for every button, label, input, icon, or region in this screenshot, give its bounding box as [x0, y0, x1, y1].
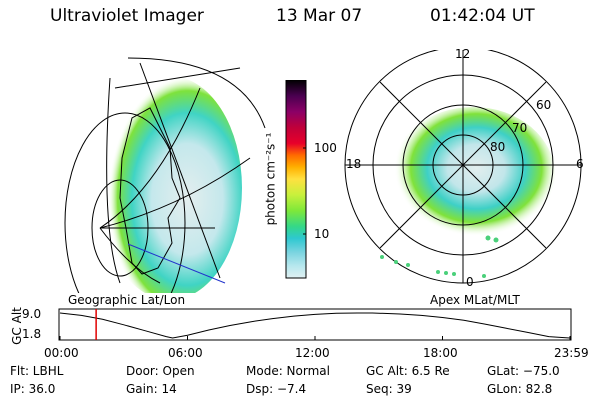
chart-xticks: [59, 336, 571, 340]
chart-ytick-top: 9.0: [22, 307, 42, 321]
ip-info: IP: 36.0: [10, 382, 56, 396]
aurora-glow-region: [98, 76, 242, 293]
lat-label-60: 60: [536, 98, 552, 112]
terminator-line: [127, 243, 226, 284]
chart-xtick-1: 06:00: [168, 346, 203, 360]
time-label: 01:42:04 UT: [430, 6, 535, 26]
chart-ytick-bottom: 1.8: [22, 327, 42, 341]
glat-info: GLat: −75.0: [487, 364, 560, 378]
gain-info: Gain: 14: [126, 382, 177, 396]
chart-xtick-0: 00:00: [44, 346, 79, 360]
chart-frame: [58, 308, 572, 341]
gc-alt-info: GC Alt: 6.5 Re: [366, 364, 450, 378]
instrument-title: Ultraviolet Imager: [50, 6, 204, 26]
mlt-label-0: 0: [466, 275, 474, 289]
polar-grid: [344, 50, 582, 284]
altitude-line: [59, 312, 570, 339]
geographic-aurora-image: [64, 57, 266, 293]
coastline: [119, 107, 181, 275]
chart-xtick-4: 23:59: [554, 346, 589, 360]
colorbar-gradient: [285, 80, 307, 279]
mode-info: Mode: Normal: [246, 364, 330, 378]
door-info: Door: Open: [126, 364, 195, 378]
dsp-info: Dsp: −7.4: [246, 382, 307, 396]
apex-panel-label: Apex MLat/MLT: [430, 293, 520, 307]
glon-info: GLon: 82.8: [487, 382, 553, 396]
filter-info: Flt: LBHL: [10, 364, 64, 378]
colorbar-tick-label-10: 10: [314, 227, 330, 241]
colorbar-unit-label: photon cm⁻²s⁻¹: [263, 132, 278, 226]
lat-label-80: 80: [490, 140, 506, 154]
altitude-timeline-chart: [58, 308, 572, 341]
mlt-label-6: 6: [576, 157, 584, 171]
lat-label-70: 70: [512, 121, 528, 135]
mlt-label-12: 12: [455, 47, 471, 61]
geographic-grid: [64, 57, 266, 293]
colorbar-tick-label-100: 100: [314, 141, 337, 155]
geographic-panel-label: Geographic Lat/Lon: [68, 293, 186, 307]
polar-dots: [380, 235, 499, 278]
chart-xtick-3: 18:00: [423, 346, 458, 360]
apex-polar-plot: [344, 50, 582, 284]
colorbar: [285, 80, 307, 279]
seq-info: Seq: 39: [366, 382, 412, 396]
mlt-label-18: 18: [346, 157, 362, 171]
chart-xtick-2: 12:00: [295, 346, 330, 360]
date-label: 13 Mar 07: [276, 6, 363, 26]
